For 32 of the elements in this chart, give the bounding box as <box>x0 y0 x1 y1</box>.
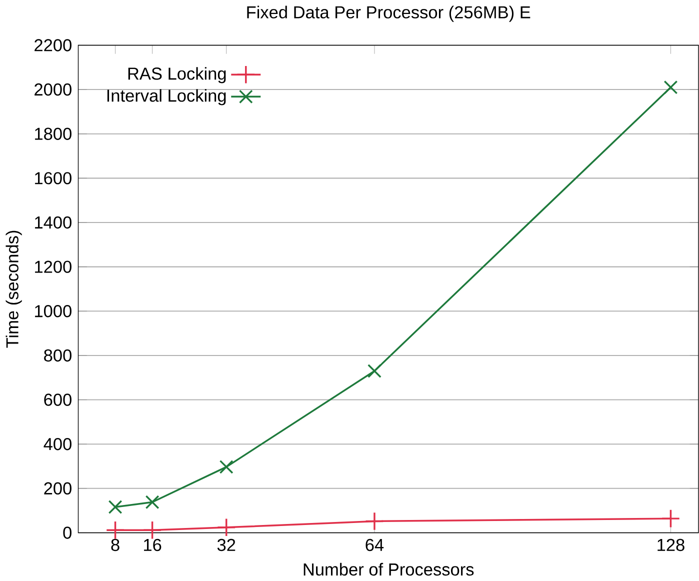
y-tick-label: 1400 <box>35 216 72 228</box>
point <box>368 364 382 378</box>
x-tick-label: 32 <box>217 538 236 551</box>
point <box>664 80 678 94</box>
legend-label: RAS Locking <box>128 66 226 84</box>
point <box>108 500 122 514</box>
x-axis-title: Number of Processors <box>304 562 474 576</box>
x-tick-label: 16 <box>144 538 162 551</box>
y-tick-label: 1600 <box>35 172 72 184</box>
point <box>661 508 680 528</box>
point <box>145 494 160 509</box>
x-tick-label: 64 <box>366 538 384 551</box>
y-tick-label: 1000 <box>35 304 72 318</box>
x-tick-label: 8 <box>111 538 120 551</box>
point <box>216 518 236 537</box>
point <box>219 460 234 474</box>
y-tick-label: 0 <box>63 526 72 539</box>
chart-title: Fixed Data Per Processor (256MB) E <box>247 6 530 22</box>
y-tick-label: 200 <box>44 482 72 494</box>
y-tick-label: 2000 <box>34 83 72 96</box>
y-tick-label: 1800 <box>35 128 72 140</box>
y-tick-label: 1200 <box>35 260 72 273</box>
y-tick-label: 400 <box>44 438 72 450</box>
legend-label: Interval Locking <box>107 88 226 106</box>
point <box>106 520 125 540</box>
y-tick-label: 2200 <box>34 38 72 52</box>
point <box>142 520 162 540</box>
x-tick-label: 128 <box>658 538 684 551</box>
y-tick-label: 600 <box>44 393 72 406</box>
y-axis-title: Time (seconds) <box>6 230 22 348</box>
y-tick-label: 800 <box>44 349 72 362</box>
point <box>364 512 384 531</box>
